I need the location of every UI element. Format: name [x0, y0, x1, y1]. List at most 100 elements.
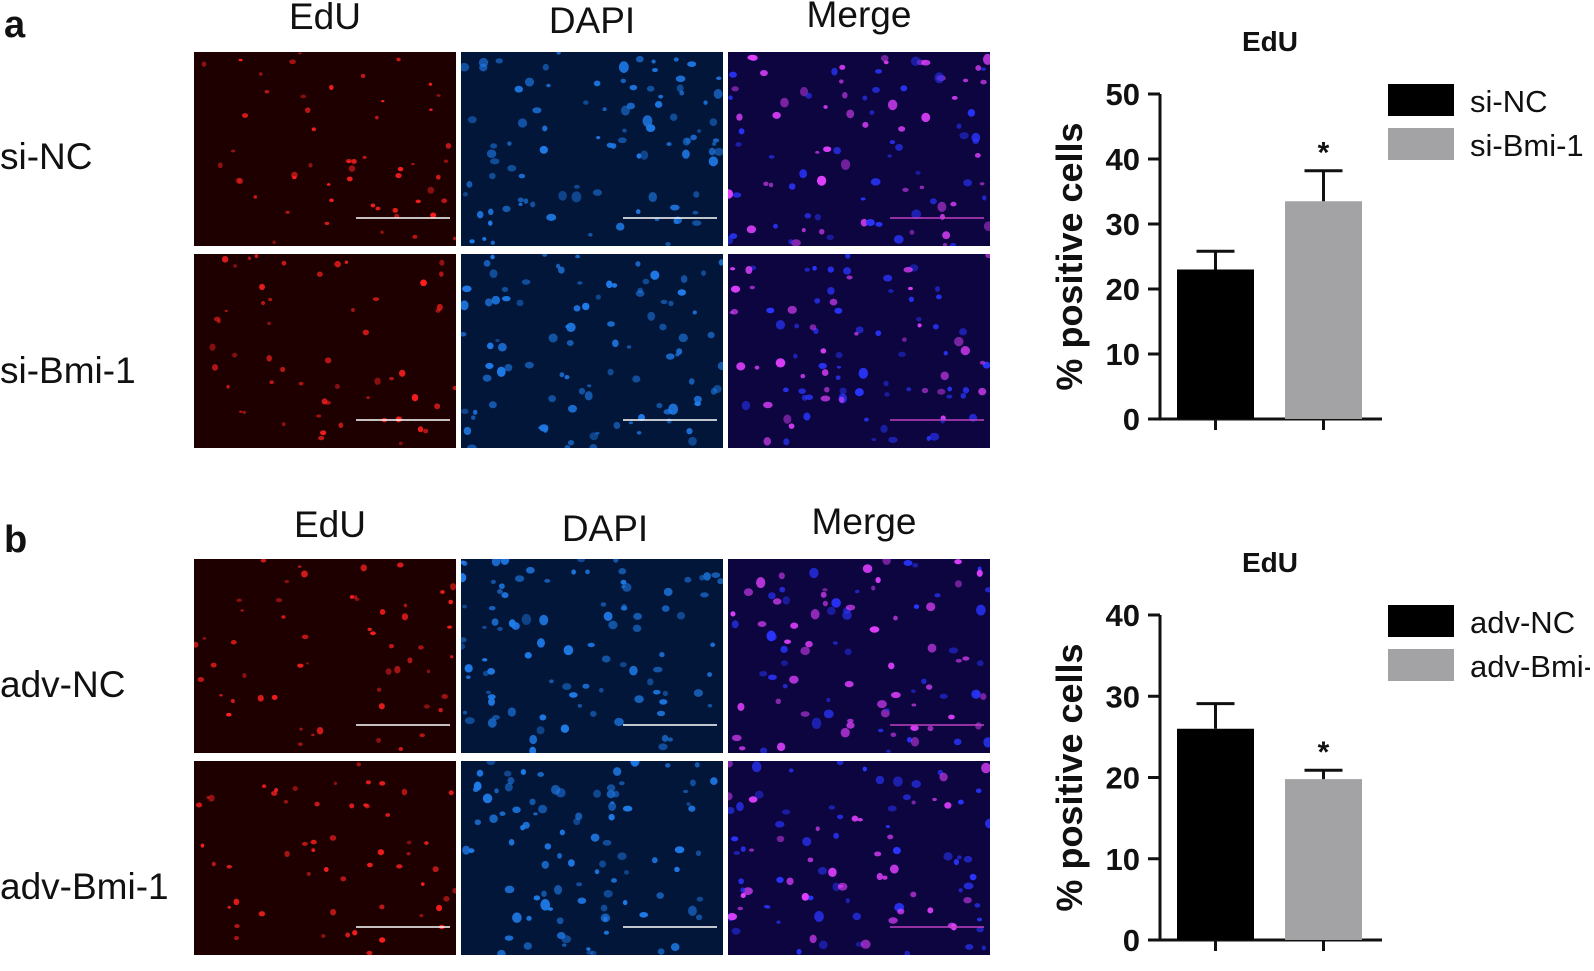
cell-nucleus	[827, 287, 835, 295]
cell-nucleus	[675, 75, 686, 83]
cell-nucleus	[258, 911, 266, 917]
cell-nucleus	[642, 278, 650, 285]
cell-nucleus	[486, 149, 497, 158]
cell-nucleus	[593, 789, 601, 798]
cell-nucleus	[833, 146, 842, 155]
cell-nucleus	[980, 79, 987, 85]
cell-nucleus	[688, 436, 697, 446]
cell-nucleus	[476, 210, 484, 219]
cell-nucleus	[507, 777, 515, 785]
cell-nucleus	[728, 95, 733, 101]
cell-nucleus	[664, 763, 671, 768]
cell-nucleus	[802, 837, 812, 847]
cell-nucleus	[703, 100, 708, 105]
cell-nucleus	[871, 585, 876, 591]
cell-nucleus	[738, 128, 745, 135]
cell-nucleus	[880, 54, 889, 62]
cell-nucleus	[235, 177, 242, 184]
cell-nucleus	[836, 814, 844, 820]
cell-nucleus	[226, 384, 230, 389]
cell-nucleus	[285, 210, 290, 214]
cell-nucleus	[821, 369, 829, 377]
cell-nucleus	[529, 798, 536, 806]
cell-nucleus	[823, 105, 828, 109]
cell-nucleus	[544, 578, 551, 583]
cell-nucleus	[504, 885, 515, 894]
cell-nucleus	[855, 326, 864, 334]
cell-nucleus	[805, 92, 812, 99]
cell-nucleus	[564, 375, 570, 380]
panel-letter-b: b	[4, 519, 28, 561]
cell-nucleus	[693, 191, 700, 198]
cell-nucleus	[763, 904, 769, 909]
cell-nucleus	[397, 416, 403, 422]
cell-nucleus	[274, 788, 278, 793]
cell-nucleus	[329, 198, 334, 203]
cell-nucleus	[281, 260, 287, 266]
cell-nucleus	[521, 613, 532, 626]
cell-nucleus	[329, 835, 337, 841]
cell-nucleus	[520, 824, 526, 831]
cell-nucleus	[517, 118, 528, 128]
cell-nucleus	[501, 295, 511, 302]
cell-nucleus	[629, 665, 638, 676]
cell-nucleus	[978, 387, 987, 396]
cell-nucleus	[508, 619, 516, 628]
cell-nucleus	[619, 781, 625, 786]
cell-nucleus	[976, 604, 986, 616]
micrograph-canvas	[461, 254, 723, 448]
cell-nucleus	[730, 285, 741, 293]
cell-nucleus	[832, 882, 841, 892]
cell-nucleus	[845, 604, 856, 611]
cell-nucleus	[678, 333, 688, 343]
cell-nucleus	[774, 821, 785, 828]
cell-nucleus	[314, 801, 320, 807]
cell-nucleus	[595, 294, 601, 300]
cell-nucleus	[600, 602, 607, 607]
cell-nucleus	[822, 588, 828, 592]
cell-nucleus	[539, 714, 547, 721]
cell-nucleus	[392, 207, 398, 213]
cell-nucleus	[466, 444, 477, 448]
cell-nucleus	[504, 782, 513, 792]
cell-nucleus	[980, 693, 987, 701]
cell-nucleus	[962, 387, 970, 394]
cell-nucleus	[411, 393, 419, 402]
cell-nucleus	[461, 300, 469, 311]
cell-nucleus	[967, 109, 976, 117]
cell-nucleus	[838, 884, 843, 888]
cell-nucleus	[590, 710, 597, 717]
cell-nucleus	[708, 156, 719, 167]
cell-nucleus	[976, 926, 984, 933]
cell-nucleus	[281, 422, 286, 427]
micrograph-background	[194, 761, 456, 955]
cell-nucleus	[489, 269, 498, 279]
cell-nucleus	[789, 675, 799, 684]
cell-nucleus	[476, 769, 484, 777]
panel-letter-a: a	[4, 4, 26, 46]
cell-nucleus	[613, 767, 622, 776]
cell-nucleus	[652, 689, 661, 695]
cell-nucleus	[571, 569, 576, 575]
cell-nucleus	[195, 802, 203, 808]
cell-nucleus	[882, 559, 891, 565]
cell-nucleus	[365, 780, 372, 785]
cell-nucleus	[811, 717, 822, 729]
cell-nucleus	[735, 142, 742, 147]
cell-nucleus	[440, 590, 445, 594]
cell-nucleus	[741, 400, 751, 411]
cell-nucleus	[512, 806, 521, 814]
cell-nucleus	[489, 172, 496, 180]
cell-nucleus	[206, 796, 210, 799]
cell-nucleus	[888, 917, 898, 924]
cell-nucleus	[942, 242, 948, 246]
cell-nucleus	[407, 657, 413, 664]
cell-nucleus	[869, 626, 880, 633]
cell-nucleus	[514, 85, 523, 93]
cell-nucleus	[906, 387, 912, 392]
cell-nucleus	[438, 707, 443, 713]
micrograph-background	[728, 52, 990, 246]
cell-nucleus	[618, 568, 627, 575]
cell-nucleus	[893, 776, 903, 787]
cell-nucleus	[984, 587, 990, 593]
